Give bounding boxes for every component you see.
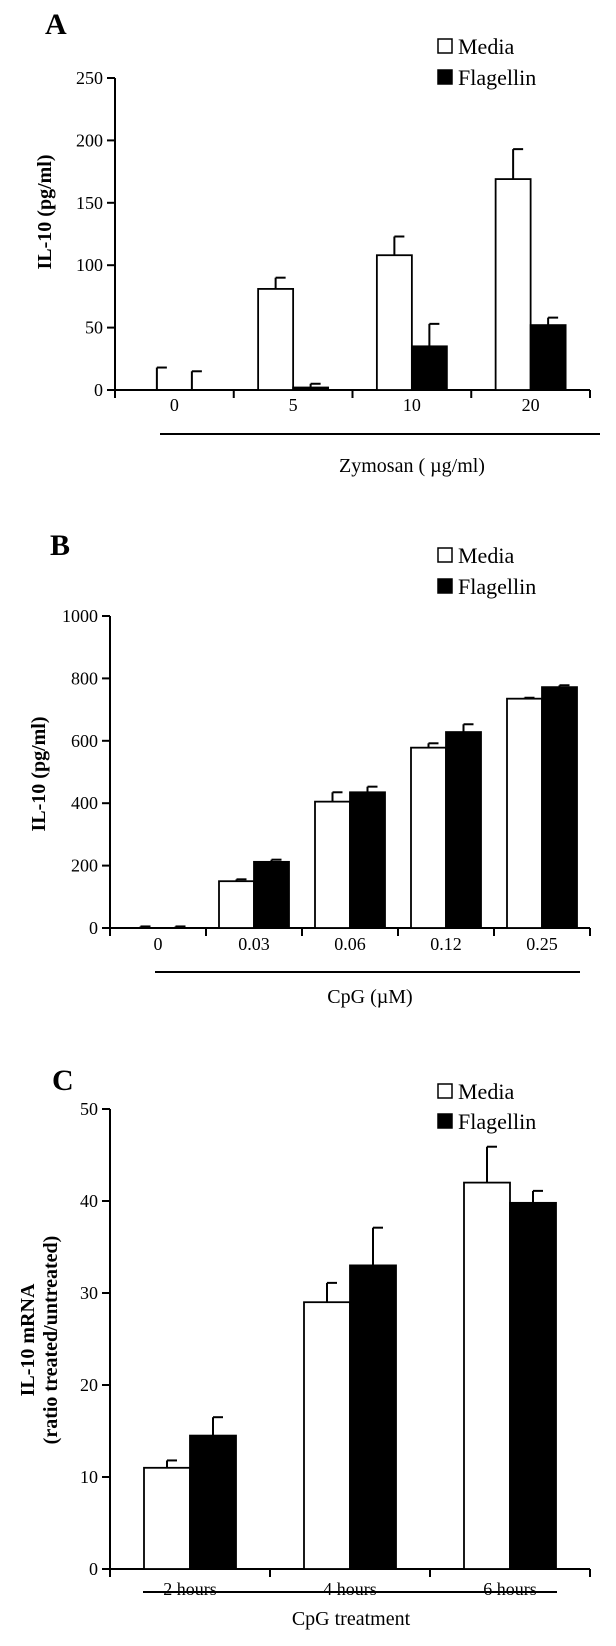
legend-label-media: Media	[458, 1079, 514, 1104]
legend-swatch-media	[437, 1083, 453, 1099]
y-axis-label-c-line2: (ratio treated/untreated)	[40, 1236, 62, 1445]
bar-media	[494, 178, 532, 391]
legend-swatch-flagellin	[437, 69, 453, 85]
bar-flagellin	[541, 686, 578, 929]
y-tick-label: 30	[80, 1283, 98, 1303]
bar-flagellin	[410, 345, 448, 391]
x-axis-label-b: CpG (µM)	[327, 986, 412, 1008]
bar-media	[303, 1301, 351, 1570]
legend-swatch-media	[437, 547, 453, 563]
y-tick-label: 0	[89, 1559, 98, 1579]
x-tick-label: 10	[403, 395, 421, 415]
x-tick-label: 0.25	[526, 934, 558, 954]
legend-label-flagellin: Flagellin	[458, 1109, 536, 1134]
bar-media	[218, 880, 255, 929]
bar-media	[410, 746, 447, 929]
legend-b: Media Flagellin	[437, 543, 536, 599]
legend-label-media: Media	[458, 34, 514, 59]
x-tick-label: 0.06	[334, 934, 366, 954]
bar-media	[257, 288, 295, 391]
y-tick-label: 0	[89, 918, 98, 938]
x-tick-label: 5	[289, 395, 298, 415]
bar-flagellin	[509, 1201, 557, 1570]
bar-flagellin	[189, 1434, 237, 1570]
legend-a: Media Flagellin	[437, 34, 536, 90]
chart-panel-a: A Media Flagellin IL-10 (pg/ml) 05010015…	[34, 8, 600, 477]
chart-panel-b: B Media Flagellin IL-10 (pg/ml) 0 200 400 6…	[28, 529, 591, 1008]
panel-label-b: B	[50, 529, 70, 562]
y-tick-label: 200	[71, 856, 98, 876]
y-tick-label: 50	[85, 318, 103, 338]
legend-label-media: Media	[458, 543, 514, 568]
y-tick-label: 800	[71, 668, 98, 688]
plot-area-a: 0 50 100 150 200 250 0 5 10 20	[76, 68, 600, 435]
x-tick-label: 0	[154, 934, 163, 954]
legend-label-flagellin: Flagellin	[458, 574, 536, 599]
x-tick-label: 0	[170, 395, 179, 415]
plot-area-c: 0 10 20 30 40 50 2 hours 4 hours 6 hours	[80, 1099, 591, 1599]
legend-swatch-flagellin	[437, 578, 453, 594]
plot-area-b: 0 200 400 600 800 1000 0 0.03 0.06 0.12 0.25	[62, 606, 591, 973]
legend-c: Media Flagellin	[437, 1079, 536, 1134]
x-tick-label: 2 hours	[163, 1579, 217, 1599]
x-tick-label: 20	[522, 395, 540, 415]
y-tick-label: 40	[80, 1191, 98, 1211]
bar-media	[506, 697, 543, 929]
x-axis-label-a: Zymosan ( µg/ml)	[339, 455, 485, 477]
x-tick-label: 6 hours	[483, 1579, 537, 1599]
bar-flagellin	[349, 791, 386, 929]
y-tick-label: 20	[80, 1375, 98, 1395]
y-tick-label: 50	[80, 1099, 98, 1119]
bar-flagellin	[445, 731, 482, 929]
y-tick-label: 200	[76, 130, 103, 150]
y-tick-label: 600	[71, 731, 98, 751]
y-tick-label: 150	[76, 193, 103, 213]
legend-swatch-flagellin	[437, 1113, 453, 1129]
y-axis-label-c: IL-10 mRNA	[17, 1283, 39, 1396]
x-tick-label: 0.03	[238, 934, 270, 954]
bar-flagellin	[253, 860, 290, 929]
x-tick-label: 0.12	[430, 934, 462, 954]
bar-flagellin	[292, 386, 330, 391]
y-tick-label: 0	[94, 380, 103, 400]
chart-panel-c: C Media Flagellin IL-10 mRNA (ratio trea…	[17, 1064, 591, 1630]
bar-media	[463, 1181, 511, 1570]
bar-media	[143, 1466, 191, 1570]
y-axis-label-b: IL-10 (pg/ml)	[28, 717, 50, 832]
y-tick-label: 100	[76, 255, 103, 275]
y-axis-label-a: IL-10 (pg/ml)	[34, 155, 56, 270]
y-tick-label: 250	[76, 68, 103, 88]
bar-media	[375, 254, 413, 391]
y-tick-label: 10	[80, 1467, 98, 1487]
y-tick-label: 400	[71, 793, 98, 813]
panel-label-a: A	[45, 8, 67, 41]
bar-flagellin	[529, 324, 567, 391]
legend-label-flagellin: Flagellin	[458, 65, 536, 90]
bar-media	[314, 800, 351, 929]
x-tick-label: 4 hours	[323, 1579, 377, 1599]
panel-label-c: C	[52, 1064, 74, 1097]
y-tick-label: 1000	[62, 606, 98, 626]
bar-flagellin	[349, 1264, 397, 1570]
legend-swatch-media	[437, 38, 453, 54]
x-axis-label-c: CpG treatment	[292, 1608, 411, 1630]
